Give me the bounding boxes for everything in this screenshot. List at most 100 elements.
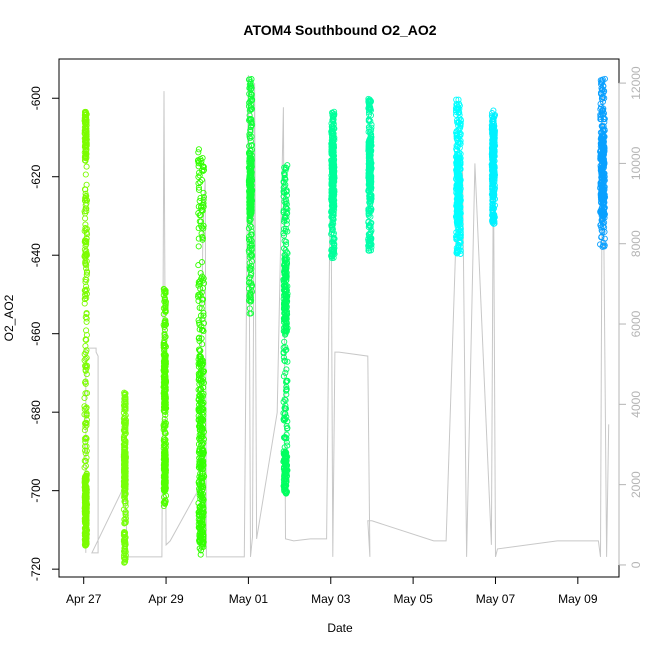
data-point: [200, 189, 207, 196]
data-point: [81, 464, 88, 471]
data-point: [81, 443, 89, 450]
series-2: [160, 285, 170, 510]
data-point: [82, 542, 89, 549]
data-point: [246, 135, 254, 142]
data-point: [283, 256, 290, 263]
data-point: [122, 425, 129, 432]
data-point: [81, 300, 88, 307]
data-point: [490, 162, 497, 169]
data-point: [200, 167, 207, 174]
data-point: [82, 141, 89, 148]
data-point: [196, 381, 203, 388]
data-point: [198, 401, 205, 408]
data-point: [195, 158, 202, 165]
data-point: [247, 104, 254, 111]
data-point: [453, 145, 460, 153]
data-point: [366, 147, 373, 154]
data-point: [160, 285, 167, 292]
data-point: [248, 262, 255, 270]
data-point: [81, 457, 88, 464]
data-point: [195, 479, 202, 486]
data-point: [81, 129, 88, 136]
y-tick-label: -640: [29, 243, 43, 267]
data-point: [600, 123, 607, 130]
data-point: [282, 292, 289, 299]
data-point: [82, 251, 89, 258]
data-point: [200, 328, 207, 335]
data-point: [600, 83, 607, 90]
data-point: [248, 228, 255, 235]
data-point: [366, 150, 373, 157]
data-point: [489, 147, 496, 154]
data-point: [160, 342, 167, 349]
data-point: [122, 438, 129, 445]
data-point: [121, 389, 128, 396]
data-point: [160, 494, 168, 501]
data-point: [82, 420, 89, 427]
data-point: [365, 141, 372, 148]
data-point: [162, 307, 169, 315]
data-point: [196, 537, 203, 544]
data-point: [162, 497, 169, 504]
data-point: [161, 448, 168, 455]
data-point: [82, 292, 89, 299]
data-point: [365, 207, 372, 214]
data-point: [81, 252, 88, 259]
data-point: [162, 481, 169, 488]
data-point: [162, 287, 169, 294]
data-point: [280, 473, 288, 480]
y-tick-label: -700: [29, 478, 43, 502]
data-point: [199, 494, 206, 502]
data-point: [82, 363, 89, 370]
data-point: [198, 327, 205, 334]
data-point: [161, 478, 168, 485]
data-point: [83, 181, 90, 188]
data-point: [599, 126, 607, 133]
data-point: [248, 197, 255, 204]
data-point: [280, 434, 288, 441]
data-point: [160, 305, 167, 312]
data-point: [121, 530, 128, 537]
data-point: [121, 520, 128, 527]
data-point: [196, 353, 203, 360]
data-point: [162, 366, 169, 373]
data-point: [162, 423, 169, 430]
data-point: [328, 253, 335, 260]
data-point: [81, 532, 89, 540]
series-8: [452, 96, 464, 257]
data-point: [601, 242, 608, 249]
data-point: [330, 193, 337, 200]
data-point: [83, 315, 90, 322]
data-point: [328, 222, 335, 229]
data-point: [82, 197, 89, 204]
data-point: [454, 196, 461, 203]
data-point: [488, 112, 495, 119]
data-point: [280, 344, 287, 351]
data-point: [454, 146, 461, 154]
data-point: [597, 208, 604, 215]
data-point: [82, 249, 89, 256]
data-point: [195, 149, 202, 156]
x-axis: Apr 27 Apr 29 May 01 May 03 May 05 May 07 May …: [66, 576, 598, 606]
data-point: [283, 260, 290, 267]
data-point: [81, 494, 88, 501]
x-tick-label: May 07: [476, 592, 516, 606]
x-tick-label: May 03: [311, 592, 351, 606]
data-point: [198, 222, 205, 229]
x-tick-label: May 09: [558, 592, 598, 606]
data-point: [160, 485, 167, 492]
data-point: [281, 396, 288, 403]
data-point: [120, 433, 127, 441]
data-point: [197, 194, 204, 202]
data-point: [489, 212, 496, 219]
data-point: [489, 194, 496, 201]
data-point: [280, 417, 287, 424]
series-5: [280, 162, 291, 497]
data-point: [248, 282, 255, 289]
data-point: [454, 134, 461, 142]
data-point: [247, 236, 254, 243]
data-point: [365, 177, 372, 184]
data-point: [195, 163, 202, 170]
data-point: [200, 474, 207, 482]
data-point: [82, 490, 89, 498]
